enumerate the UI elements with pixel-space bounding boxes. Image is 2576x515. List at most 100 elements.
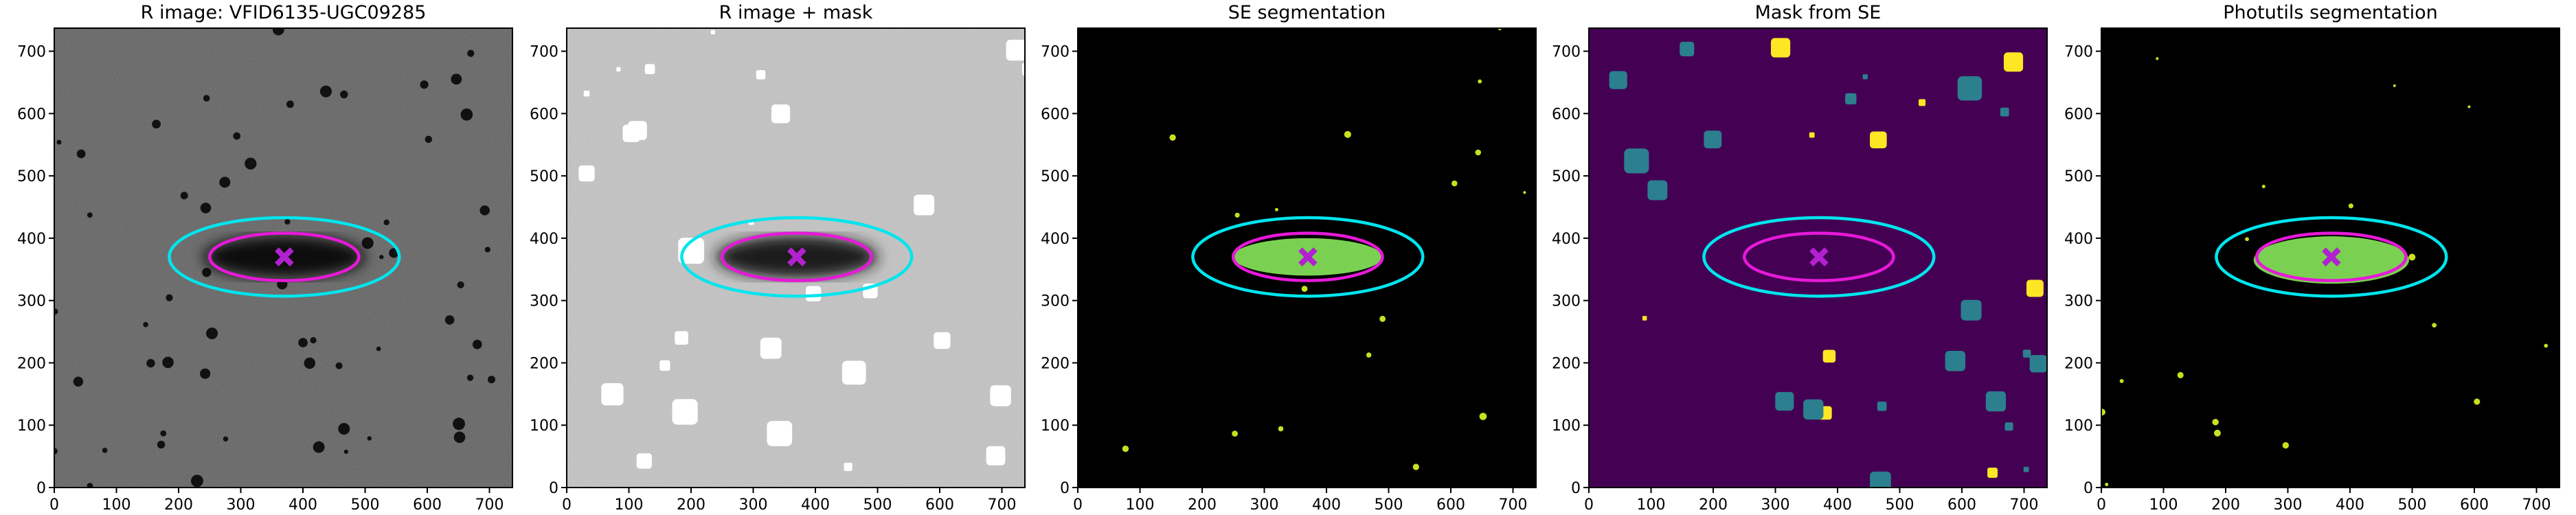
masked-region (1987, 467, 1998, 478)
background-source (87, 483, 93, 488)
background-source (152, 119, 161, 129)
background-source (466, 374, 474, 381)
x-tick-label: 500 (2398, 496, 2427, 514)
masked-region (990, 385, 1011, 407)
y-tick-label: 0 (1571, 480, 1581, 497)
x-tick-label: 400 (2336, 496, 2364, 514)
y-tick-label: 100 (530, 417, 558, 435)
y-tick-label: 700 (530, 44, 558, 61)
aperture-ellipse (1191, 216, 1425, 298)
y-tick-label: 400 (1552, 231, 1581, 248)
axes-frame (2101, 27, 2560, 488)
x-tick-label: 0 (1073, 496, 1083, 514)
background-source (200, 368, 211, 379)
x-tick-label: 400 (801, 496, 830, 514)
panel-title: R image: VFID6135-UGC09285 (141, 2, 427, 23)
y-tick-label: 600 (1552, 106, 1581, 123)
background-source (202, 267, 212, 277)
aperture-ellipse (721, 231, 873, 282)
y-tick-label: 400 (2064, 231, 2093, 248)
masked-region (767, 420, 793, 446)
background-source (2474, 398, 2481, 405)
y-tick-label: 700 (2064, 44, 2093, 61)
background-source (203, 95, 210, 102)
panel-title: Mask from SE (1755, 2, 1882, 23)
y-tick-label: 0 (2083, 480, 2093, 497)
background-source (1301, 286, 1308, 293)
background-source (340, 90, 348, 99)
x-tick-label: 100 (2149, 496, 2178, 514)
background-source (457, 281, 464, 288)
masked-region (1961, 299, 1982, 321)
x-tick-label: 200 (2211, 496, 2240, 514)
x-tick-label: 600 (1947, 496, 1976, 514)
background-source (2544, 343, 2549, 348)
background-source (233, 132, 241, 140)
y-tick-label: 100 (1552, 417, 1581, 435)
y-tick-label: 700 (17, 44, 46, 61)
background-source (453, 417, 466, 431)
masked-region (1957, 76, 1982, 101)
masked-region (1809, 132, 1815, 138)
background-source (54, 308, 58, 315)
background-source (1451, 180, 1458, 187)
y-tick-label: 400 (530, 231, 558, 248)
center-marker (275, 247, 294, 266)
masked-region (841, 360, 866, 385)
background-source (223, 436, 229, 442)
background-source (2467, 105, 2471, 108)
background-source (453, 431, 466, 444)
image-panel (567, 28, 1025, 488)
background-source (425, 135, 433, 144)
background-source (146, 358, 155, 368)
background-source (1523, 191, 1526, 194)
x-tick-label: 200 (677, 496, 705, 514)
masked-region (914, 194, 935, 216)
background-source (1366, 352, 1372, 358)
y-tick-label: 200 (1552, 355, 1581, 372)
aperture-ellipse (2255, 231, 2408, 282)
masked-region (844, 462, 852, 471)
masked-region (1877, 401, 1887, 411)
background-source (343, 449, 348, 455)
background-source (76, 149, 86, 159)
axes-frame (54, 27, 513, 488)
background-source (2101, 409, 2105, 416)
x-tick-label: 700 (988, 496, 1017, 514)
background-source (2245, 237, 2249, 242)
masked-region (1680, 41, 1695, 56)
background-source (1169, 134, 1176, 141)
masked-region (601, 383, 624, 406)
masked-region (2003, 52, 2024, 72)
background-source (2177, 371, 2184, 378)
masked-region (760, 337, 782, 359)
panel-title: R image + mask (719, 2, 873, 23)
x-tick-label: 700 (475, 496, 504, 514)
x-tick-label: 400 (289, 496, 317, 514)
background-source (87, 212, 93, 218)
masked-region (1870, 471, 1891, 488)
masked-region (2023, 466, 2029, 472)
background-source (451, 73, 462, 85)
background-source (361, 237, 374, 249)
masked-region (578, 165, 595, 182)
x-tick-label: 100 (1126, 496, 1155, 514)
masked-region (1021, 62, 1025, 76)
y-tick-label: 200 (2064, 355, 2093, 372)
background-source (1475, 149, 1482, 156)
center-marker (1809, 247, 1829, 266)
y-tick-label: 200 (17, 355, 46, 372)
y-tick-label: 300 (530, 293, 558, 310)
aperture-ellipse (2215, 216, 2448, 298)
y-tick-label: 100 (2064, 417, 2093, 435)
y-tick-label: 200 (530, 355, 558, 372)
aperture-ellipse (1232, 231, 1384, 282)
masked-region (1775, 391, 1794, 411)
masked-region (1624, 148, 1649, 174)
background-source (1275, 207, 1278, 211)
masked-region (771, 104, 791, 124)
image-panel (54, 28, 512, 488)
background-source (1122, 445, 1129, 453)
masked-region (583, 90, 590, 97)
